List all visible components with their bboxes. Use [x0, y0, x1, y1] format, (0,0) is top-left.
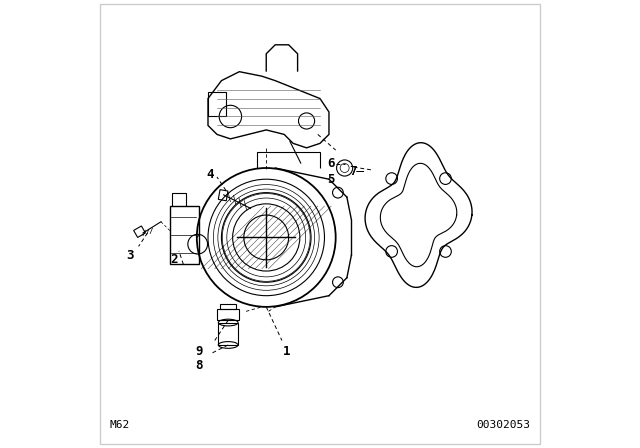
Bar	[134, 226, 145, 237]
Text: 7—: 7—	[349, 164, 364, 178]
Bar	[218, 190, 228, 201]
Text: 3: 3	[126, 249, 133, 262]
Bar	[220, 304, 236, 309]
Text: 8: 8	[195, 358, 203, 372]
Text: 00302053: 00302053	[477, 420, 531, 430]
Text: 1: 1	[283, 345, 290, 358]
Text: M62: M62	[109, 420, 130, 430]
Text: 2: 2	[171, 253, 178, 267]
Text: 9: 9	[195, 345, 203, 358]
Text: 5: 5	[328, 172, 335, 186]
Bar	[217, 309, 239, 320]
Text: 6: 6	[328, 157, 335, 170]
Bar	[208, 92, 226, 116]
Bar	[218, 323, 238, 345]
Text: 7—: 7—	[349, 164, 364, 178]
Bar	[170, 206, 199, 264]
Text: 4: 4	[207, 168, 214, 181]
